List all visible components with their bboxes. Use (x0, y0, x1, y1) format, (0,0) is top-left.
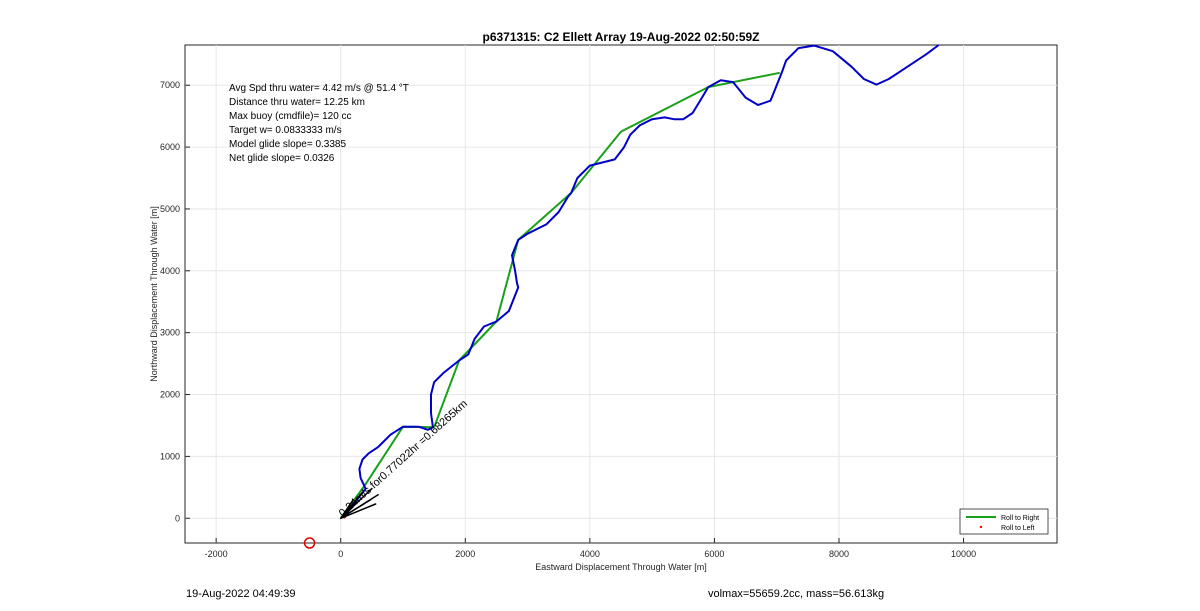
y-tick-label: 1000 (160, 451, 180, 461)
series (303, 44, 940, 549)
x-axis-label: Eastward Displacement Through Water [m] (535, 562, 707, 572)
stats-line: Net glide slope= 0.0326 (229, 153, 335, 164)
y-tick-label: 5000 (160, 204, 180, 214)
footer-mass-info: volmax=55659.2cc, mass=56.613kg (708, 588, 885, 600)
y-tick-label: 6000 (160, 142, 180, 152)
stats-text: Avg Spd thru water= 4.42 m/s @ 51.4 °T Di… (229, 83, 409, 164)
x-tick-label: 4000 (580, 549, 600, 559)
y-tick-label: 3000 (160, 328, 180, 338)
x-tick-label: 10000 (951, 549, 976, 559)
legend-label-roll-left: Roll to Left (1001, 525, 1035, 532)
plot-area (184, 44, 1058, 544)
legend-label-roll-right: Roll to Right (1001, 515, 1039, 522)
grid (185, 45, 1057, 543)
y-tick-label: 0 (175, 513, 180, 523)
legend-swatch-roll-left (979, 525, 983, 529)
x-tick-label: 8000 (829, 549, 849, 559)
heading-vectors (339, 487, 379, 520)
y-tick-label: 2000 (160, 390, 180, 400)
x-tick-label: 6000 (704, 549, 724, 559)
chart-title: p6371315: C2 Ellett Array 19-Aug-2022 02… (482, 30, 759, 44)
footer-timestamp: 19-Aug-2022 04:49:39 (186, 588, 296, 600)
track-line (346, 44, 940, 514)
axes: -2000 0 2000 4000 6000 8000 10000 0 1000 2000 3000… (160, 80, 976, 559)
x-tick-label: 2000 (455, 549, 475, 559)
stats-line: Avg Spd thru water= 4.42 m/s @ 51.4 °T (229, 83, 409, 94)
legend-box (959, 508, 1049, 535)
y-tick-label: 4000 (160, 266, 180, 276)
x-tick-label: 0 (338, 549, 343, 559)
legend: Roll to Right Roll to Left (959, 508, 1049, 535)
x-tick-label: -2000 (205, 549, 228, 559)
y-tick-label: 7000 (160, 80, 180, 90)
stats-line: Model glide slope= 0.3385 (229, 139, 346, 150)
stats-line: Target w= 0.0833333 m/s (229, 125, 342, 136)
y-axis-label: Northward Displacement Through Water [m] (149, 206, 159, 382)
stats-line: Distance thru water= 12.25 km (229, 97, 365, 108)
start-position-marker (303, 537, 316, 549)
stats-line: Max buoy (cmdfile)= 120 cc (229, 111, 352, 122)
